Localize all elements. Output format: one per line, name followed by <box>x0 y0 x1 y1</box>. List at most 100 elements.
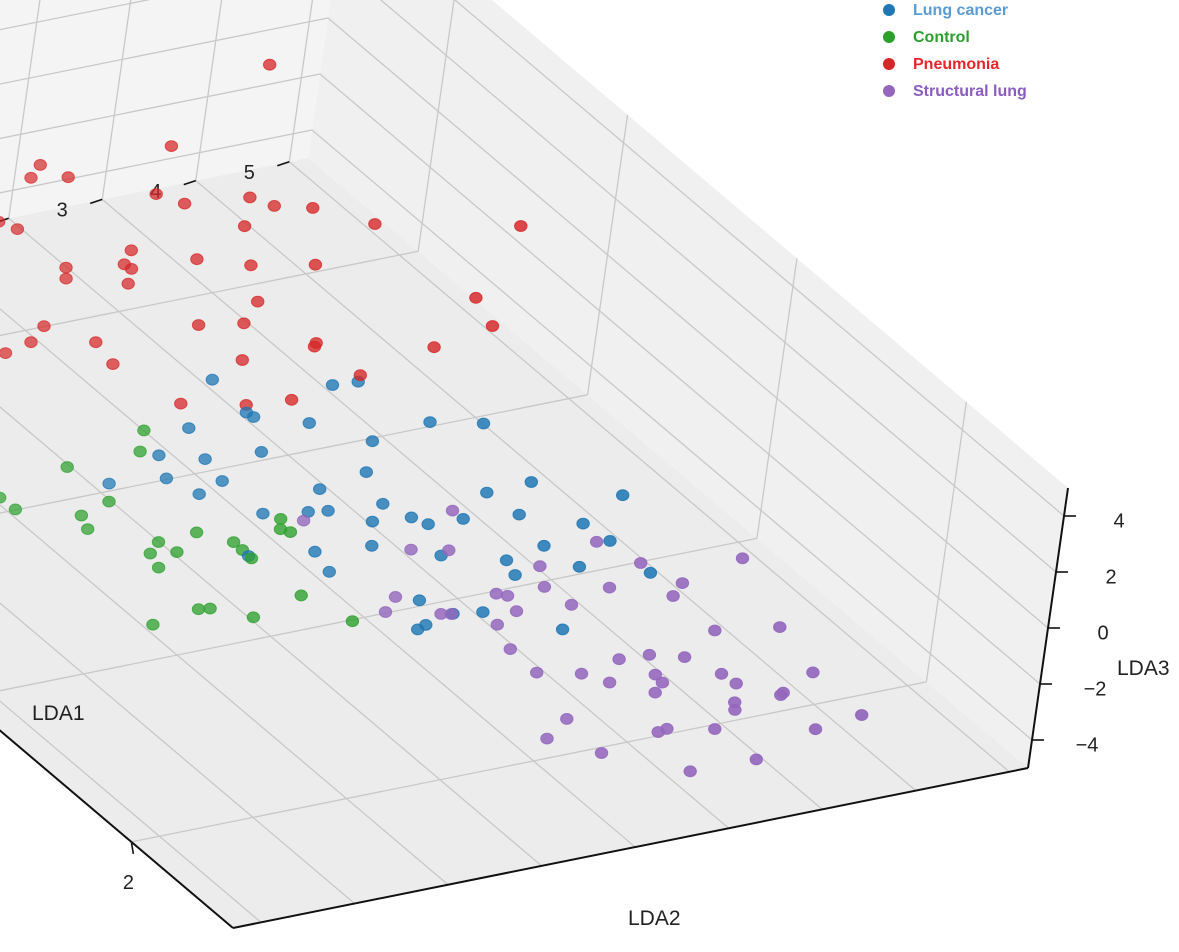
point-structural-lung <box>808 723 823 736</box>
z-tick-label: 4 <box>1113 510 1124 532</box>
point-pneumonia <box>177 197 192 210</box>
point-control <box>244 552 259 565</box>
grid-line-x-floor <box>0 700 262 923</box>
point-pneumonia <box>427 341 441 354</box>
back-pane <box>0 0 331 220</box>
point-structural-lung <box>564 598 579 611</box>
grid-line-x-floor <box>0 602 356 905</box>
point-structural-lung <box>537 581 552 593</box>
point-structural-lung <box>560 713 574 725</box>
point-lung-cancer <box>365 539 379 552</box>
point-lung-cancer <box>322 565 336 578</box>
z-tick-label: −4 <box>1076 734 1099 756</box>
point-lung-cancer <box>308 545 322 558</box>
point-control <box>189 526 204 539</box>
point-control <box>226 536 241 548</box>
point-lung-cancer <box>404 511 419 524</box>
point-lung-cancer <box>423 416 437 429</box>
legend-label-structural-lung: Structural lung <box>913 83 1027 100</box>
point-control <box>137 424 151 437</box>
point-control <box>146 618 160 631</box>
point-lung-cancer <box>603 535 617 547</box>
point-pneumonia <box>0 216 6 228</box>
point-lung-cancer <box>524 476 538 488</box>
point-structural-lung <box>594 747 609 759</box>
grid-line-y-floor <box>131 681 927 843</box>
legend-label-lung-cancer: Lung cancer <box>913 2 1008 19</box>
point-pneumonia <box>263 58 277 71</box>
point-lung-cancer <box>412 594 427 607</box>
point-structural-lung <box>735 552 750 565</box>
point-structural-lung <box>530 666 544 679</box>
y-tick-label: 2 <box>123 872 134 894</box>
point-pneumonia <box>251 295 265 308</box>
point-structural-lung <box>540 732 554 745</box>
point-pneumonia <box>149 188 163 201</box>
grid-line-y-floor <box>0 537 758 692</box>
grid-line-x-floor <box>101 198 823 810</box>
point-structural-lung <box>729 677 743 690</box>
point-pneumonia <box>124 263 139 275</box>
point-structural-lung <box>708 624 722 637</box>
point-lung-cancer <box>102 477 116 490</box>
point-structural-lung <box>655 676 670 689</box>
point-lung-cancer <box>499 554 514 567</box>
point-pneumonia <box>61 171 75 184</box>
point-lung-cancer <box>616 489 630 502</box>
point-structural-lung <box>589 535 604 548</box>
grid-line-x-floor <box>288 161 1010 773</box>
legend-marker-structural-lung <box>883 85 895 97</box>
point-pneumonia <box>284 393 299 406</box>
point-lung-cancer <box>476 417 491 430</box>
grid-line-z-side <box>311 129 1033 741</box>
grid-line-z-back <box>0 17 329 85</box>
point-lung-cancer <box>192 488 206 501</box>
x-tick-mark <box>183 179 197 186</box>
point-pneumonia <box>164 140 179 153</box>
point-pneumonia <box>121 277 135 290</box>
point-control <box>74 509 89 522</box>
point-control <box>203 602 217 615</box>
x-tick-mark <box>277 161 290 167</box>
point-pneumonia <box>237 317 251 330</box>
point-control <box>0 491 7 504</box>
point-lung-cancer <box>182 422 196 435</box>
point-pneumonia <box>174 397 188 410</box>
point-pneumonia <box>24 336 38 349</box>
point-lung-cancer <box>365 435 380 448</box>
grid-line-x-floor <box>0 406 543 867</box>
point-structural-lung <box>574 667 589 680</box>
point-lung-cancer <box>313 483 327 496</box>
x-tick-label: 5 <box>244 162 255 184</box>
point-structural-lung <box>490 618 504 631</box>
point-structural-lung <box>773 621 787 633</box>
x-tick-mark <box>89 198 103 205</box>
axis-panes <box>0 0 1068 928</box>
legend-marker-control <box>883 31 895 43</box>
data-points <box>0 58 869 778</box>
point-lung-cancer <box>555 623 570 636</box>
point-lung-cancer <box>325 379 340 391</box>
point-structural-lung <box>648 668 662 681</box>
point-control <box>246 611 261 624</box>
point-control <box>143 547 158 560</box>
point-structural-lung <box>648 686 662 699</box>
grid-line-z-side <box>319 73 1041 685</box>
point-lung-cancer <box>198 453 212 466</box>
y-axis-line <box>232 767 1029 929</box>
grid-line-y-floor <box>0 250 419 337</box>
point-pneumonia <box>124 244 139 257</box>
point-lung-cancer <box>302 417 316 429</box>
point-pneumonia <box>33 159 47 171</box>
point-control <box>133 445 147 458</box>
point-lung-cancer <box>480 486 494 499</box>
x-axis-label: LDA1 <box>32 702 85 725</box>
legend: Lung cancer Control Pneumonia Structural lu… <box>883 2 1027 100</box>
point-structural-lung <box>660 722 674 735</box>
point-structural-lung <box>509 605 524 618</box>
point-lung-cancer <box>359 466 373 479</box>
point-control <box>102 495 116 508</box>
point-lung-cancer <box>215 475 229 487</box>
point-structural-lung <box>749 753 763 766</box>
